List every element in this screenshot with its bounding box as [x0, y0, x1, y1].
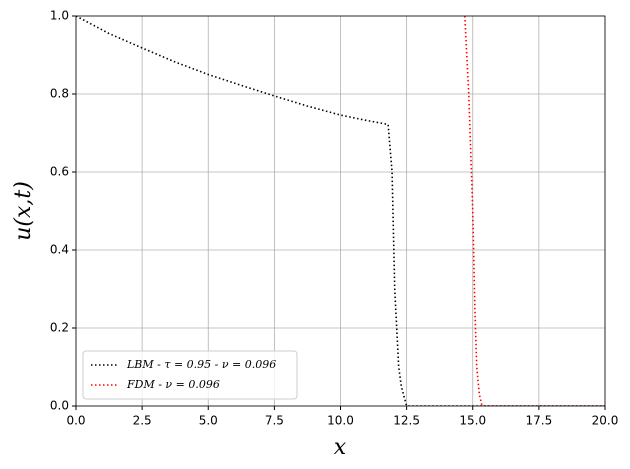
line-series	[464, 16, 605, 406]
x-axis-label: x	[334, 435, 347, 460]
x-tick-label: 20.0	[592, 414, 619, 428]
y-tick-label: 0.2	[50, 321, 69, 335]
plot-frame	[75, 15, 606, 407]
x-tick-label: 7.5	[265, 414, 284, 428]
x-tick-label: 2.5	[133, 414, 152, 428]
x-tick-label: 0.0	[66, 414, 85, 428]
y-axis-label: u(x,t)	[11, 181, 36, 241]
y-tick-label: 0.8	[50, 87, 69, 101]
legend-label: FDM - ν = 0.096	[126, 378, 220, 391]
x-tick-label: 10.0	[327, 414, 354, 428]
x-tick-label: 5.0	[199, 414, 218, 428]
x-tick-label: 15.0	[459, 414, 486, 428]
legend-box	[82, 350, 298, 400]
y-tick-label: 1.0	[50, 9, 69, 23]
y-tick-label: 0.6	[50, 165, 69, 179]
legend-label: LBM - τ = 0.95 - ν = 0.096	[126, 358, 276, 371]
line-series	[76, 16, 605, 406]
x-tick-label: 12.5	[393, 414, 420, 428]
x-tick-label: 17.5	[526, 414, 553, 428]
y-tick-label: 0.4	[50, 243, 69, 257]
y-tick-label: 0.0	[50, 399, 69, 413]
